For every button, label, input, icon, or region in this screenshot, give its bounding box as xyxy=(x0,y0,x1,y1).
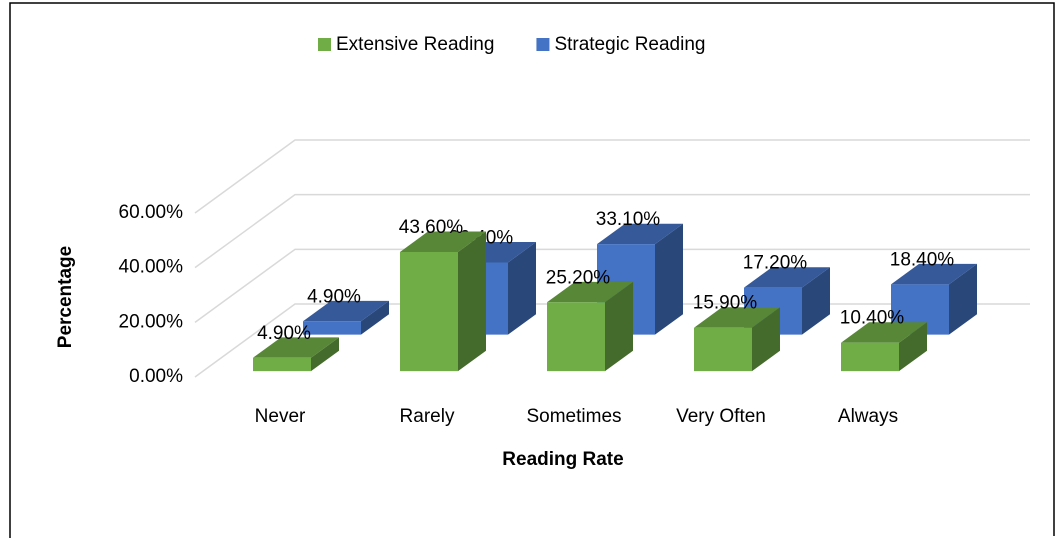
bar-front xyxy=(253,357,311,372)
bar xyxy=(400,231,486,372)
bar-side xyxy=(605,281,633,372)
x-tick-label: Very Often xyxy=(676,406,766,427)
bar-side xyxy=(311,337,339,372)
bar-front xyxy=(841,342,899,372)
bar-top xyxy=(694,307,780,328)
x-tick-label: Rarely xyxy=(400,406,455,427)
y-tick-label: 60.00% xyxy=(119,202,184,223)
x-tick-label: Always xyxy=(838,406,898,427)
legend-label: Extensive Reading xyxy=(336,34,494,55)
value-label: 4.90% xyxy=(307,286,361,307)
value-label: 15.90% xyxy=(693,293,758,314)
bar-top xyxy=(597,223,683,245)
bar-front xyxy=(400,251,458,372)
bar xyxy=(547,281,633,372)
bar-front xyxy=(547,302,605,372)
y-tick-label: 40.00% xyxy=(119,257,184,278)
bar-side xyxy=(655,223,683,335)
bar-top xyxy=(253,337,339,358)
bar xyxy=(253,337,339,372)
bar-side xyxy=(458,231,486,372)
bar-front xyxy=(303,321,361,335)
value-label: 18.40% xyxy=(890,249,955,270)
bar-top xyxy=(303,300,389,322)
plot-area: 0.00% 20.00% 40.00% 60.00% Never Rarely Someti… xyxy=(119,139,1030,427)
legend-swatch xyxy=(536,38,550,51)
bar xyxy=(841,322,927,372)
bar-side xyxy=(899,322,927,372)
bar-top xyxy=(744,267,830,288)
value-label: 10.40% xyxy=(840,308,905,329)
bar-side xyxy=(361,300,389,335)
x-tick-label: Sometimes xyxy=(526,406,621,427)
bar-top xyxy=(891,263,977,285)
grid-line xyxy=(194,139,1030,214)
value-label: 43.60% xyxy=(399,217,464,238)
value-label: 33.10% xyxy=(596,209,661,230)
bar-top xyxy=(841,322,927,343)
bar-side xyxy=(802,267,830,335)
y-tick-label: 20.00% xyxy=(119,311,184,332)
value-label: 4.90% xyxy=(257,323,311,344)
bar-side xyxy=(508,242,536,335)
value-label: 25.20% xyxy=(546,267,611,288)
bar xyxy=(891,263,977,335)
x-tick-label: Never xyxy=(255,406,306,427)
bar xyxy=(303,300,389,335)
value-label: 17.20% xyxy=(743,253,808,274)
y-axis-title: Percentage xyxy=(55,246,76,348)
y-tick-label: 0.00% xyxy=(129,366,183,387)
bar-side xyxy=(949,263,977,335)
bar xyxy=(694,307,780,372)
bar-top xyxy=(547,281,633,303)
bar-front xyxy=(891,284,949,335)
grid-line xyxy=(194,248,1030,323)
chart-border xyxy=(9,2,1055,538)
legend-label: Strategic Reading xyxy=(554,34,705,55)
bar-top xyxy=(400,231,486,252)
legend-swatch xyxy=(318,38,331,51)
bar-side xyxy=(752,307,780,372)
bar-front xyxy=(694,327,752,372)
x-axis-title: Reading Rate xyxy=(502,449,623,470)
grid-line xyxy=(194,193,1030,269)
